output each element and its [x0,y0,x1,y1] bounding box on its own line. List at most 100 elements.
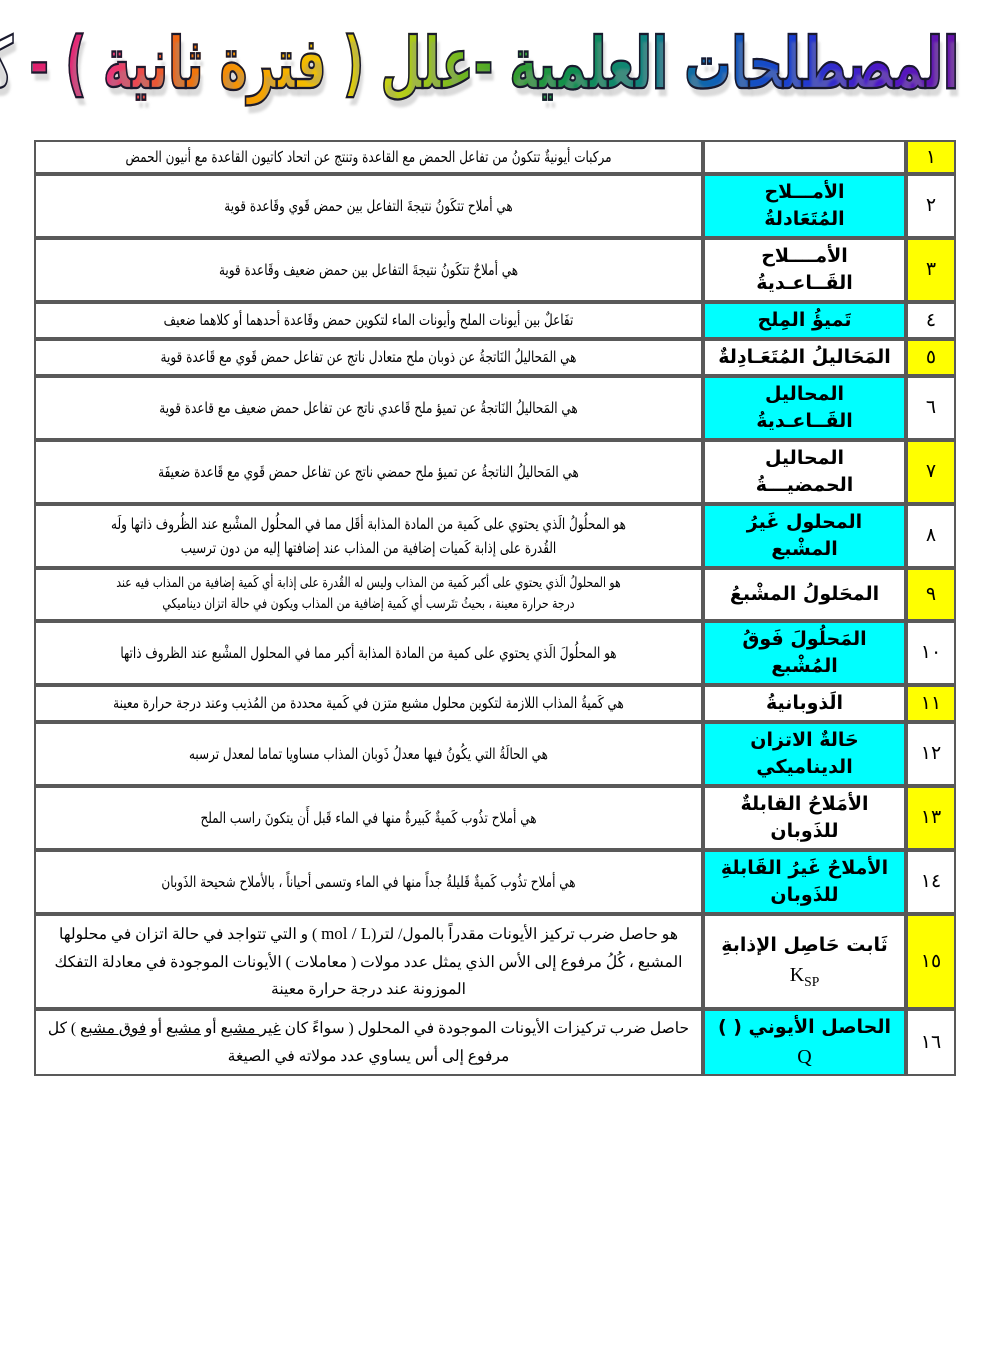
definition-fragment: حاصل ضرب تركيزات الأيونات الموجودة في ال… [280,1020,690,1038]
definition-underlined-term: غير مشبع [220,1020,281,1038]
row-number-cell: ٨ [906,503,956,568]
definition-text: هو المحلُولَ الَذي يحتوي على كمية من الم… [120,643,617,662]
definition-text: هو المحلُولُ الَذي يحتوي على كَمية من ال… [111,514,626,557]
definition-fragment: أو [146,1020,166,1038]
scientific-terms-table: ١ مركبات أيونيةٌ تتكونُ من تفاعل الحمض مع… [34,140,956,1077]
term-line: تَميؤُ المِلح [757,308,852,331]
definition-text: هو المحلولُ الَذي يحتوي على أكبر كَمية م… [116,574,621,613]
term-line: القَــاعـديةُ [756,409,853,432]
table-row: ٤ تَميؤُ المِلح تفَاعلٌ بين أيونات الملح و… [34,301,956,339]
term-cell: ثَابت حَاصِل الإذابةِ KSP [703,913,906,1009]
definition-text: هي المَحاليلُ الناتجةُ عن تميؤ ملح حمضي … [158,462,579,481]
definition-fragment: أو [200,1020,221,1038]
term-line: القَــاعـديةُ [756,271,853,294]
definition-text: هي المَحاليلُ النَاتجةُ عن ذوبان ملح متع… [160,348,577,367]
definition-cell: هي الحالَةُ التي يكُونُ فيها معدلُ ذَوبا… [34,721,703,786]
table-row: ١٣ الأمَلاحُ القابلةٌ للذَوبان هي أملاح تذُ… [34,785,956,850]
table-row: ١٢ حَالةٌ الاتزان الديناميكي هي الحالَةُ ال… [34,721,956,786]
term-cell: تَميؤُ المِلح [703,301,906,339]
page-title: المصطلحات العلمية -علل ( فترة ثانية ) - … [0,20,960,109]
definition-cell: هو المحلُولَ الَذي يحتوي على كمية من الم… [34,620,703,685]
table-row: ٧ المحاليل الحمضيـــةُ هي المَحاليلُ الناتج… [34,439,956,504]
term-cell: الأملاحُ غَيرُ القَابلةِ للذَوبان [703,849,906,914]
term-cell: المحلول غَيرُ المشْبع [703,503,906,568]
term-line: المحاليل [764,446,845,469]
term-symbol-subscript: SP [804,973,820,989]
definition-text: هي أملاح تتكَونُ نتيجةَ التفاعل بين حمض … [224,196,513,215]
term-line: الديناميكي [756,755,853,778]
term-line: المُتَعَادلةُ [764,207,845,230]
term-cell: المَحلُولَ فَوقُ المُشْبع [703,620,906,685]
definition-cell: هو المحلُولُ الَذي يحتوي على كَمية من ال… [34,503,703,568]
definition-cell: حاصل ضرب تركيزات الأيونات الموجودة في ال… [34,1008,703,1077]
title-banner: المصطلحات العلمية -علل ( فترة ثانية ) - … [0,0,992,128]
definition-text: هي كَميةُ المذاب اللازمة لتكوين محلول مش… [113,694,624,713]
term-line: الأمـــلاح [764,181,845,203]
term-symbol-letter: K [789,963,805,986]
definition-text: مركبات أيونيةٌ تتكونُ من تفاعل الحمض مع … [125,148,612,166]
term-symbol: Q [711,1043,898,1071]
table-row: ٥ المَحَاليلُ المُتَعَـادِلةٌ هي المَحاليل… [34,338,956,376]
definition-cell: تفَاعلٌ بين أيونات الملح وأيونات الماء ل… [34,301,703,339]
term-line: الأمــــلاح [761,244,848,267]
definition-cell: هي كَميةُ المذاب اللازمة لتكوين محلول مش… [34,684,703,722]
definition-text: تفَاعلٌ بين أيونات الملح وأيونات الماء ل… [163,311,574,330]
term-cell: الَذوبانيةُ [703,684,906,722]
definition-fragment: هو حاصل ضرب تركيز الأيونات مقدراً بالمول… [371,925,678,943]
term-cell [703,140,906,174]
definition-cell: مركبات أيونيةٌ تتكونُ من تفاعل الحمض مع … [34,140,703,174]
definition-cell: هي أملاح تتكَونُ نتيجةَ التفاعل بين حمض … [34,174,703,238]
term-line: المَحلُولَ فَوقُ المُشْبع [742,627,867,677]
term-line: المحاليل [764,382,845,405]
table-row: ٢ الأمـــلاح المُتَعَادلةُ هي أملاح تتكَونُ… [34,174,956,238]
term-line: الحمضيـــةُ [755,473,854,496]
table-row: ١ مركبات أيونيةٌ تتكونُ من تفاعل الحمض مع… [34,140,956,174]
table-row: ١٥ ثَابت حَاصِل الإذابةِ KSP هو حاصل ضرب تر… [34,913,956,1009]
definition-text: هي أملاح تذُوب كَميةٌ كَبيرةٌ منها في ال… [200,808,537,827]
definition-text: هي الحالَةُ التي يكُونُ فيها معدلُ ذَوبا… [188,744,549,763]
term-cell: المحاليل الحمضيـــةُ [703,439,906,504]
definition-cell: هي أملاح تذُوب كَميةٌ كَبيرةٌ منها في ال… [34,785,703,850]
definition-text: هي أملاحٌ تتكَونُ نتيجةَ التفاعل بين حمض… [218,260,519,279]
row-number-cell: ١٥ [906,913,956,1009]
row-number-cell: ٧ [906,439,956,504]
table-row: ٨ المحلول غَيرُ المشْبع هو المحلُولُ الَذي… [34,503,956,568]
table-row: ٦ المحاليل القَــاعـديةُ هي المَحاليلُ النَ… [34,375,956,440]
row-number-cell: ١٦ [906,1008,956,1077]
term-line: الحاصل الأيوني ( ) [717,1015,892,1038]
table-row: ٣ الأمــــلاح القَــاعـديةُ هي أملاحٌ تتكَو… [34,237,956,302]
term-line: المحَلولُ المشْبعُ [729,582,880,605]
row-number-cell: ٣ [906,237,956,302]
definition-cell: هو المحلولُ الَذي يحتوي على أكبر كَمية م… [34,567,703,621]
term-cell: الأمـــلاح المُتَعَادلةُ [703,174,906,238]
terms-table-container: ١ مركبات أيونيةٌ تتكونُ من تفاعل الحمض مع… [34,140,956,1077]
term-cell: المحاليل القَــاعـديةُ [703,375,906,440]
definition-fragment: ) كل مرفوع إلى أس يساوي عدد مولاته في ال… [47,1020,510,1065]
term-cell: حَالةٌ الاتزان الديناميكي [703,721,906,786]
term-cell: الأمــــلاح القَــاعـديةُ [703,237,906,302]
row-number-cell: ٤ [906,301,956,339]
definition-text: هو حاصل ضرب تركيز الأيونات مقدراً بالمول… [42,919,695,1004]
term-line: المَحَاليلُ المُتَعَـادِلةٌ [718,345,891,368]
table-row: ١٦ الحاصل الأيوني ( ) Q حاصل ضرب تركيزات ال… [34,1008,956,1077]
term-line: للذَوبان [770,819,839,842]
definition-text: هي المَحاليلُ النَاتجةُ عن تميؤ ملح قَاع… [159,398,578,417]
term-line: الأملاحُ غَيرُ القَابلةِ [720,856,889,879]
definition-text: حاصل ضرب تركيزات الأيونات الموجودة في ال… [42,1015,695,1070]
row-number-cell: ١٣ [906,785,956,850]
definition-cell: هو حاصل ضرب تركيز الأيونات مقدراً بالمول… [34,913,703,1009]
row-number-cell: ٥ [906,338,956,376]
table-row: ١٠ المَحلُولَ فَوقُ المُشْبع هو المحلُولَ … [34,620,956,685]
table-row: ٩ المحَلولُ المشْبعُ هو المحلولُ الَذي يحت… [34,567,956,621]
term-cell: الحاصل الأيوني ( ) Q [703,1008,906,1077]
definition-cell: هي أملاحٌ تتكَونُ نتيجةَ التفاعل بين حمض… [34,237,703,302]
term-line: الأمَلاحُ القابلةٌ [740,792,869,815]
term-line: ثَابت حَاصِل الإذابةِ [721,933,888,956]
row-number-cell: ١٢ [906,721,956,786]
table-row: ١١ الَذوبانيةُ هي كَميةُ المذاب اللازمة لت… [34,684,956,722]
row-number-cell: ١ [906,140,956,174]
definition-cell: هي المَحاليلُ النَاتجةُ عن تميؤ ملح قَاع… [34,375,703,440]
row-number-cell: ١٤ [906,849,956,914]
definition-underlined-term: فوق مشبع [79,1020,147,1038]
row-number-cell: ٢ [906,174,956,238]
